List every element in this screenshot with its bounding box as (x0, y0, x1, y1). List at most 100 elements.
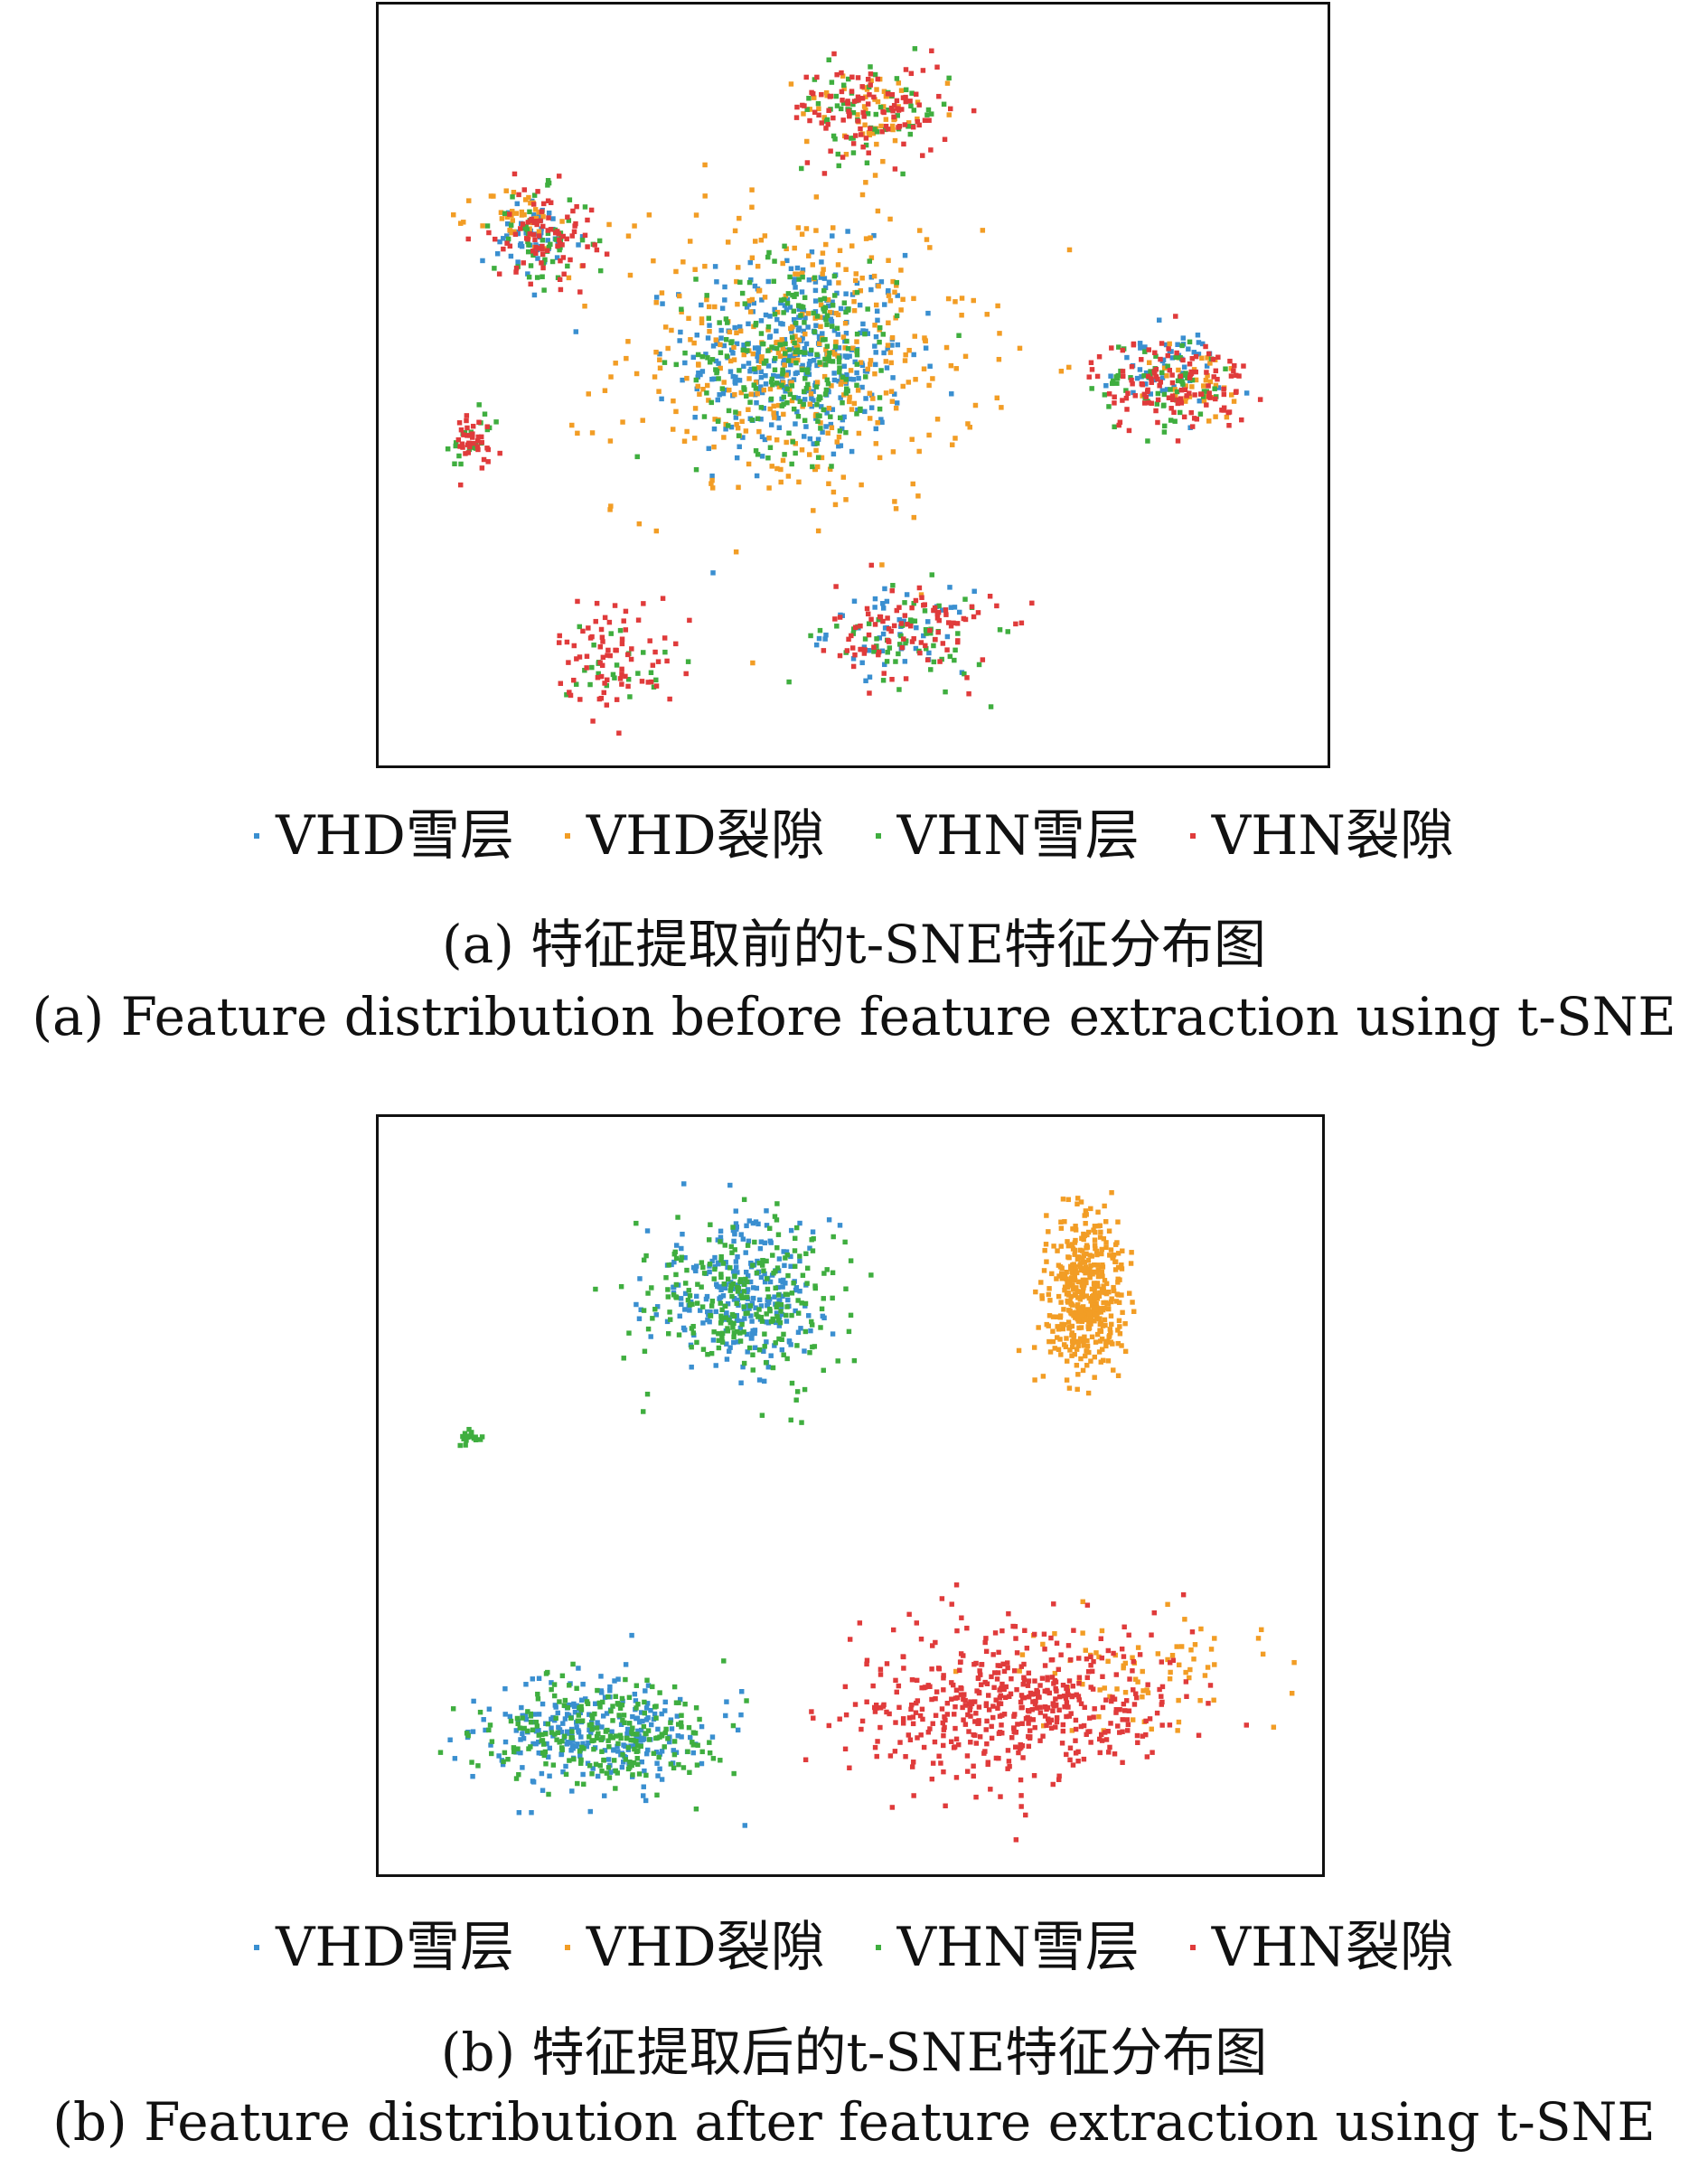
scatter-point (1207, 395, 1213, 400)
scatter-point (540, 237, 546, 243)
scatter-point (1180, 335, 1187, 341)
scatter-point (598, 1737, 604, 1742)
scatter-point (1117, 1707, 1122, 1713)
scatter-point (887, 1711, 892, 1717)
scatter-point (522, 1713, 529, 1719)
scatter-point (849, 448, 855, 455)
scatter-point (725, 320, 730, 325)
scatter-point (1065, 1692, 1071, 1698)
scatter-point (1006, 1694, 1012, 1700)
scatter-point (464, 413, 470, 418)
scatter-point (701, 1271, 708, 1276)
scatter-point (917, 1713, 924, 1719)
scatter-point (1141, 391, 1148, 398)
scatter-point (556, 231, 561, 237)
scatter-point (824, 322, 830, 327)
scatter-point (591, 643, 596, 648)
scatter-point (752, 345, 758, 351)
scatter-point (1096, 1308, 1103, 1313)
scatter-point (877, 614, 883, 620)
scatter-point (868, 1272, 874, 1278)
scatter-point (1053, 1724, 1058, 1730)
scatter-point (781, 357, 787, 363)
scatter-point (1088, 1262, 1093, 1269)
scatter-point (735, 1270, 740, 1275)
scatter-point (920, 68, 926, 73)
scatter-point (561, 1703, 568, 1708)
scatter-point (858, 132, 864, 137)
scatter-point (748, 391, 755, 397)
scatter-point (1211, 1697, 1216, 1703)
scatter-point (715, 1260, 721, 1266)
scatter-point (1114, 1240, 1120, 1245)
scatter-point (727, 358, 734, 364)
scatter-point (787, 305, 793, 310)
scatter-point (682, 1290, 689, 1297)
scatter-point (789, 1290, 795, 1296)
scatter-point (782, 336, 788, 343)
scatter-point (746, 376, 752, 381)
scatter-point (850, 101, 856, 108)
scatter-point (1082, 1704, 1087, 1711)
scatter-point (1093, 1307, 1099, 1312)
scatter-point (750, 660, 755, 666)
scatter-point (909, 605, 915, 611)
scatter-point (1108, 1339, 1113, 1345)
scatter-point (775, 415, 781, 421)
scatter-point (711, 1329, 717, 1335)
scatter-point (1157, 317, 1162, 323)
scatter-point (625, 683, 631, 690)
scatter-point (880, 605, 887, 611)
scatter-point (700, 1320, 706, 1326)
scatter-point (852, 652, 858, 658)
scatter-point (561, 271, 567, 277)
scatter-point (1176, 1719, 1182, 1725)
scatter-point (1027, 1728, 1033, 1733)
scatter-point (1125, 390, 1131, 396)
scatter-point (1033, 1698, 1038, 1704)
scatter-point (687, 1308, 692, 1313)
scatter-point (741, 343, 746, 348)
scatter-point (559, 1747, 565, 1752)
scatter-point (774, 436, 780, 443)
scatter-point (1131, 1659, 1137, 1665)
scatter-point (687, 1293, 693, 1299)
scatter-point (508, 253, 514, 259)
scatter-point (781, 1331, 786, 1337)
scatter-point (625, 1766, 632, 1772)
scatter-point (742, 301, 748, 306)
scatter-point (812, 279, 819, 285)
scatter-point (795, 1310, 802, 1316)
scatter-point (1134, 1694, 1140, 1701)
scatter-point (692, 414, 698, 420)
scatter-point (1234, 389, 1239, 394)
scatter-point (1201, 383, 1206, 389)
scatter-point (875, 419, 880, 426)
scatter-point (668, 1720, 673, 1725)
scatter-point (760, 1257, 765, 1263)
scatter-point (692, 1731, 699, 1736)
scatter-point (593, 1286, 598, 1292)
scatter-point (773, 1285, 778, 1291)
scatter-point (988, 1787, 993, 1792)
scatter-point (1154, 1710, 1160, 1716)
scatter-point (1091, 1658, 1096, 1665)
scatter-point (1066, 1385, 1073, 1391)
scatter-point (797, 349, 803, 355)
scatter-point (902, 252, 908, 258)
scatter-point (553, 1704, 558, 1710)
scatter-point (834, 71, 840, 78)
scatter-point (1032, 1678, 1037, 1684)
scatter-point (595, 675, 601, 680)
scatter-point (580, 628, 586, 634)
scatter-point (1159, 375, 1166, 380)
scatter-point (1260, 1651, 1266, 1657)
scatter-point (470, 435, 475, 440)
scatter-point (673, 268, 679, 275)
scatter-point (652, 1711, 658, 1717)
scatter-point (764, 1258, 769, 1264)
scatter-point (735, 1297, 740, 1303)
scatter-point (886, 127, 891, 132)
scatter-point (832, 616, 838, 622)
scatter-point (847, 376, 853, 382)
